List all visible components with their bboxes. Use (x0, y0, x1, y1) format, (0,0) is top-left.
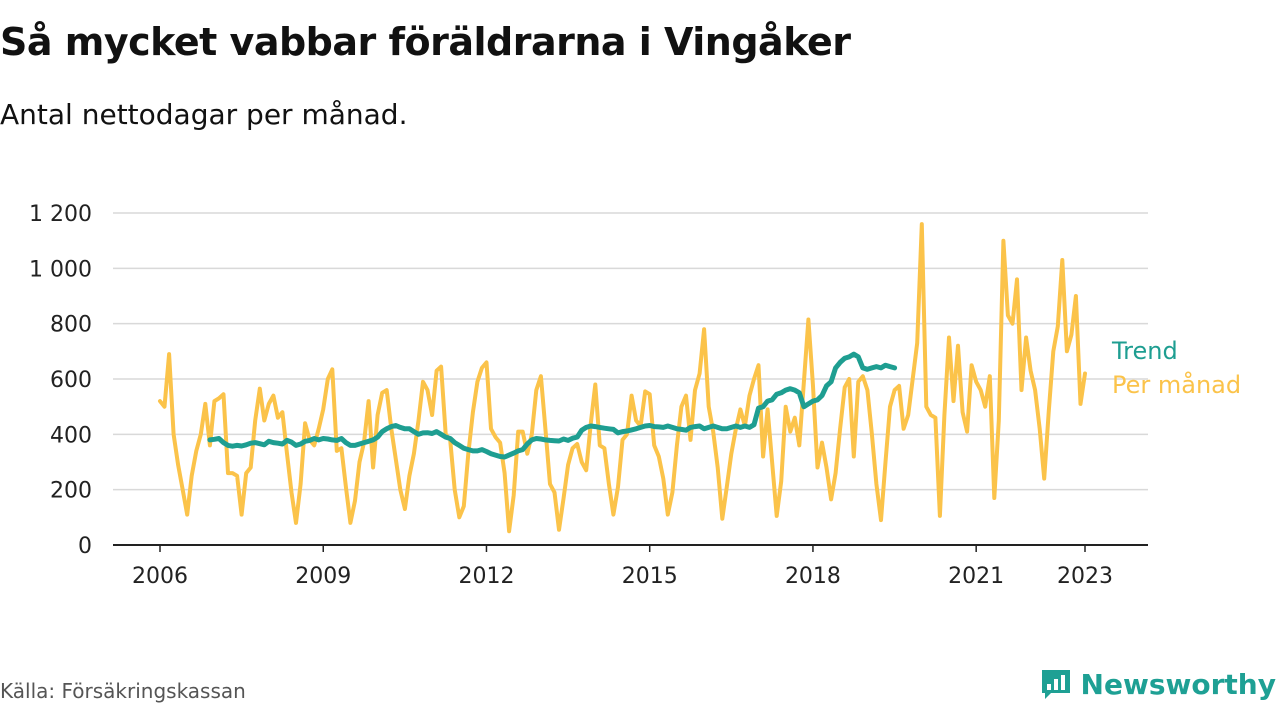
x-tick-label: 2006 (132, 564, 188, 589)
series-labels: Trend Per månad (1111, 337, 1241, 399)
y-tick-label: 1 200 (29, 202, 92, 227)
x-tick-label: 2009 (295, 564, 351, 589)
series-lines (158, 222, 1087, 534)
y-tick-label: 400 (50, 423, 92, 448)
x-tick-label: 2015 (622, 564, 678, 589)
y-tick-label: 600 (50, 368, 92, 393)
x-tick-label: 2023 (1057, 564, 1113, 589)
series-line-per-manad (158, 222, 1087, 534)
source-note: Källa: Försäkringskassan (0, 679, 246, 703)
line-chart: 0 200 400 600 800 1 000 1 200 2006 2009 2012 2015… (29, 202, 1241, 589)
series-label-per-manad: Per månad (1112, 370, 1241, 399)
x-tick-label: 2012 (458, 564, 514, 589)
series-line-trend (207, 351, 898, 460)
chart-title: Så mycket vabbar föräldrarna i Vingåker (0, 20, 851, 64)
brand-name: Newsworthy (1080, 667, 1276, 701)
x-tick-label: 2021 (948, 564, 1004, 589)
x-axis-ticks: 2006 2009 2012 2015 2018 2021 2023 (132, 545, 1113, 589)
y-tick-label: 200 (50, 479, 92, 504)
y-axis-ticks: 0 200 400 600 800 1 000 1 200 (29, 202, 92, 559)
x-tick-label: 2018 (785, 564, 841, 589)
series-label-trend: Trend (1111, 337, 1178, 365)
chart-subtitle: Antal nettodagar per månad. (0, 98, 408, 131)
y-tick-label: 800 (50, 313, 92, 338)
y-tick-label: 0 (78, 534, 92, 559)
newsworthy-logo-icon (1041, 670, 1070, 699)
y-tick-label: 1 000 (29, 257, 92, 282)
brand-logo: Newsworthy (1039, 664, 1276, 704)
